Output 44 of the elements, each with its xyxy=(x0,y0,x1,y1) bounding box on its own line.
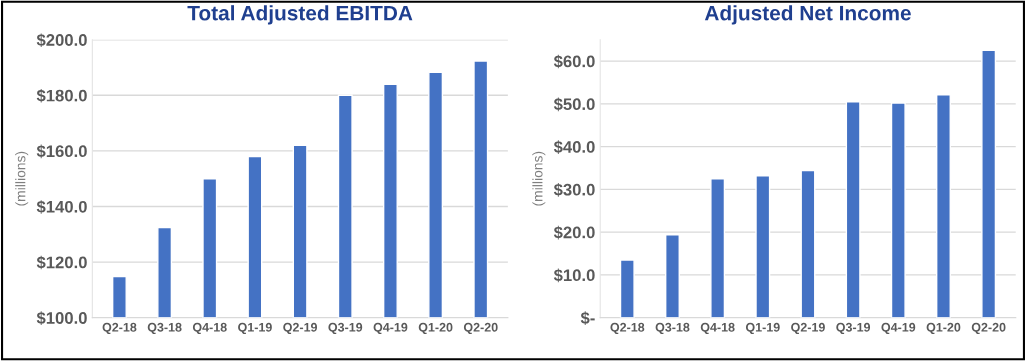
y-tick-label: $- xyxy=(580,311,595,325)
x-tick-label: Q1-19 xyxy=(745,322,780,335)
y-tick-label: $50.0 xyxy=(553,97,595,112)
bar xyxy=(845,101,861,318)
x-tick-label: Q2-20 xyxy=(463,322,498,335)
bar xyxy=(936,94,951,318)
chart-title: Total Adjusted EBITDA xyxy=(187,5,413,25)
bar xyxy=(890,102,906,318)
x-tick-label: Q1-20 xyxy=(418,322,453,335)
bar xyxy=(981,49,997,318)
x-tick-label: Q3-19 xyxy=(836,322,871,335)
bar xyxy=(619,259,635,318)
y-tick-label: $120.0 xyxy=(36,255,87,270)
x-tick-label: Q4-18 xyxy=(192,322,227,335)
bar xyxy=(710,177,726,318)
x-tick-label: Q1-20 xyxy=(926,322,961,335)
x-tick-label: Q2-18 xyxy=(102,322,137,335)
x-tick-label: Q4-18 xyxy=(700,322,735,335)
y-tick-label: $200.0 xyxy=(36,33,87,47)
x-tick-label: Q2-20 xyxy=(971,322,1006,335)
bar xyxy=(665,234,680,318)
y-tick-label: $30.0 xyxy=(553,183,595,197)
x-tick-label: Q4-19 xyxy=(881,322,916,335)
x-tick-label: Q3-19 xyxy=(328,322,363,335)
y-axis-title: (millions) xyxy=(532,151,546,206)
x-tick-label: Q2-19 xyxy=(283,322,318,335)
y-axis-title: (millions) xyxy=(15,151,29,206)
y-tick-label: $100.0 xyxy=(36,311,87,325)
y-tick-label: $140.0 xyxy=(36,200,87,214)
y-tick-label: $60.0 xyxy=(553,54,595,69)
x-tick-label: Q3-18 xyxy=(147,322,182,335)
y-tick-label: $10.0 xyxy=(553,268,595,283)
y-tick-label: $20.0 xyxy=(553,225,595,240)
chart-title: Adjusted Net Income xyxy=(704,5,911,25)
y-tick-label: $160.0 xyxy=(36,144,87,159)
bar xyxy=(800,169,816,318)
x-tick-label: Q3-18 xyxy=(655,322,690,335)
bar xyxy=(755,175,771,318)
x-tick-label: Q2-19 xyxy=(791,322,825,335)
x-tick-label: Q2-18 xyxy=(610,322,645,335)
x-tick-label: Q1-19 xyxy=(238,322,272,335)
y-tick-label: $40.0 xyxy=(553,140,595,154)
y-tick-label: $180.0 xyxy=(36,88,87,103)
x-tick-label: Q4-19 xyxy=(373,322,408,335)
